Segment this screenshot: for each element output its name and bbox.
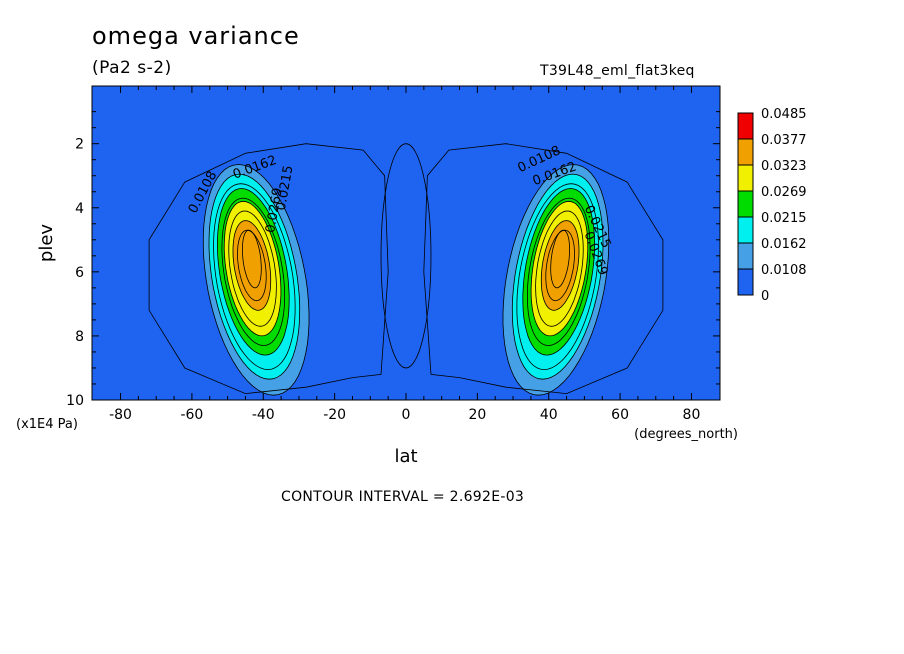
contour-minimum bbox=[380, 143, 432, 369]
x-axis-units: (degrees_north) bbox=[634, 427, 738, 442]
y-tick-label: 8 bbox=[75, 329, 84, 345]
y-axis-units: (x1E4 Pa) bbox=[16, 417, 78, 432]
colorbar-label: 0.0323 bbox=[761, 159, 807, 174]
contour-lines bbox=[148, 143, 664, 395]
colorbar-swatch bbox=[737, 138, 754, 166]
contour-line bbox=[535, 210, 584, 327]
contour-line-inner bbox=[550, 229, 570, 289]
y-tick-label: 10 bbox=[66, 393, 84, 409]
contour-line-inner bbox=[242, 229, 262, 289]
colorbar-swatch bbox=[737, 190, 754, 218]
x-axis-label: lat bbox=[394, 446, 417, 467]
colorbar-swatch bbox=[737, 216, 754, 244]
x-tick-label: 20 bbox=[468, 407, 486, 423]
x-tick-label: 0 bbox=[402, 407, 411, 423]
y-tick-label: 4 bbox=[75, 201, 84, 217]
x-tick-label: -80 bbox=[109, 407, 132, 423]
contour-interval: CONTOUR INTERVAL = 2.692E-03 bbox=[281, 489, 525, 505]
colorbar-label: 0.0108 bbox=[761, 263, 807, 278]
x-tick-label: -40 bbox=[252, 407, 275, 423]
contour-line bbox=[527, 197, 591, 346]
contour-line bbox=[516, 183, 599, 371]
colorbar-label: 0.0377 bbox=[761, 133, 807, 148]
colorbar-swatch bbox=[737, 164, 754, 192]
contour-line bbox=[545, 229, 575, 302]
x-tick-label: 80 bbox=[683, 407, 701, 423]
band-background bbox=[92, 86, 720, 400]
contour-outer-south bbox=[148, 143, 389, 395]
y-axis-label: plev bbox=[36, 224, 57, 263]
contour-line bbox=[228, 210, 277, 327]
colorbar-swatch bbox=[737, 268, 754, 296]
axes: -80 -60 -40 -20 0 20 40 60 80 2 4 6 8 10 lat (degrees_n… bbox=[16, 85, 738, 467]
colorbar-label: 0.0485 bbox=[761, 107, 807, 122]
colorbar-swatch bbox=[737, 112, 754, 140]
y-tick-label: 2 bbox=[75, 137, 84, 153]
x-tick-label: 40 bbox=[540, 407, 558, 423]
plot-title: omega variance bbox=[92, 22, 300, 50]
colorbar-label: 0.0162 bbox=[761, 237, 807, 252]
x-tick-label: 60 bbox=[611, 407, 629, 423]
colorbar-swatch bbox=[737, 242, 754, 270]
run-label: T39L48_eml_flat3keq bbox=[540, 63, 695, 79]
x-tick-label: -60 bbox=[180, 407, 203, 423]
colorbar-label: 0 bbox=[761, 289, 769, 304]
contour-line bbox=[213, 183, 296, 371]
contour-outer-north bbox=[423, 143, 664, 395]
plot-units: (Pa2 s-2) bbox=[92, 58, 172, 78]
colorbar-label: 0.0269 bbox=[761, 185, 807, 200]
colorbar: 0 0.0108 0.0162 0.0215 0.0269 0.0323 0.0377 0.0… bbox=[737, 107, 807, 304]
x-tick-label: -20 bbox=[323, 407, 346, 423]
colorbar-label: 0.0215 bbox=[761, 211, 807, 226]
y-tick-label: 6 bbox=[75, 265, 84, 281]
contour-line bbox=[221, 197, 285, 346]
contour-fills bbox=[92, 86, 720, 400]
